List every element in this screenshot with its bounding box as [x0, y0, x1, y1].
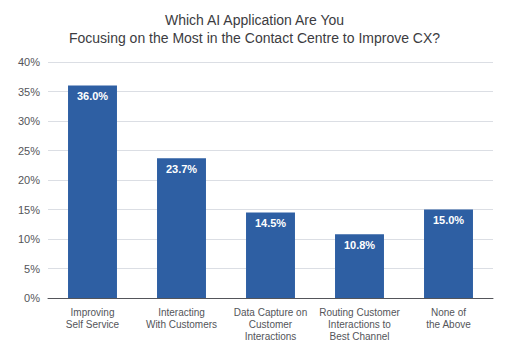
svg-text:Customer: Customer — [249, 319, 293, 330]
svg-text:36.0%: 36.0% — [77, 90, 108, 102]
svg-text:Self Service: Self Service — [66, 319, 120, 330]
svg-text:Interacting: Interacting — [158, 307, 205, 318]
svg-text:Which AI Application Are You: Which AI Application Are You — [165, 12, 344, 28]
svg-text:15.0%: 15.0% — [433, 214, 464, 226]
svg-text:None of: None of — [431, 307, 466, 318]
svg-text:5%: 5% — [24, 263, 40, 275]
svg-text:15%: 15% — [18, 204, 40, 216]
svg-text:35%: 35% — [18, 86, 40, 98]
svg-text:Focusing on the Most in the Co: Focusing on the Most in the Contact Cent… — [69, 30, 440, 46]
svg-text:25%: 25% — [18, 145, 40, 157]
svg-text:Interactions to: Interactions to — [328, 319, 391, 330]
svg-text:Best Channel: Best Channel — [329, 331, 389, 342]
svg-text:30%: 30% — [18, 115, 40, 127]
svg-text:Interactions: Interactions — [245, 331, 297, 342]
svg-text:10.8%: 10.8% — [344, 239, 375, 251]
svg-text:20%: 20% — [18, 174, 40, 186]
svg-text:10%: 10% — [18, 233, 40, 245]
svg-text:Data Capture on: Data Capture on — [234, 307, 307, 318]
svg-text:the Above: the Above — [426, 319, 471, 330]
svg-text:14.5%: 14.5% — [255, 217, 286, 229]
svg-text:23.7%: 23.7% — [166, 163, 197, 175]
svg-text:0%: 0% — [24, 292, 40, 304]
svg-text:With Customers: With Customers — [146, 319, 217, 330]
svg-text:Routing Customer: Routing Customer — [319, 307, 400, 318]
svg-text:Improving: Improving — [71, 307, 115, 318]
svg-text:40%: 40% — [18, 56, 40, 68]
